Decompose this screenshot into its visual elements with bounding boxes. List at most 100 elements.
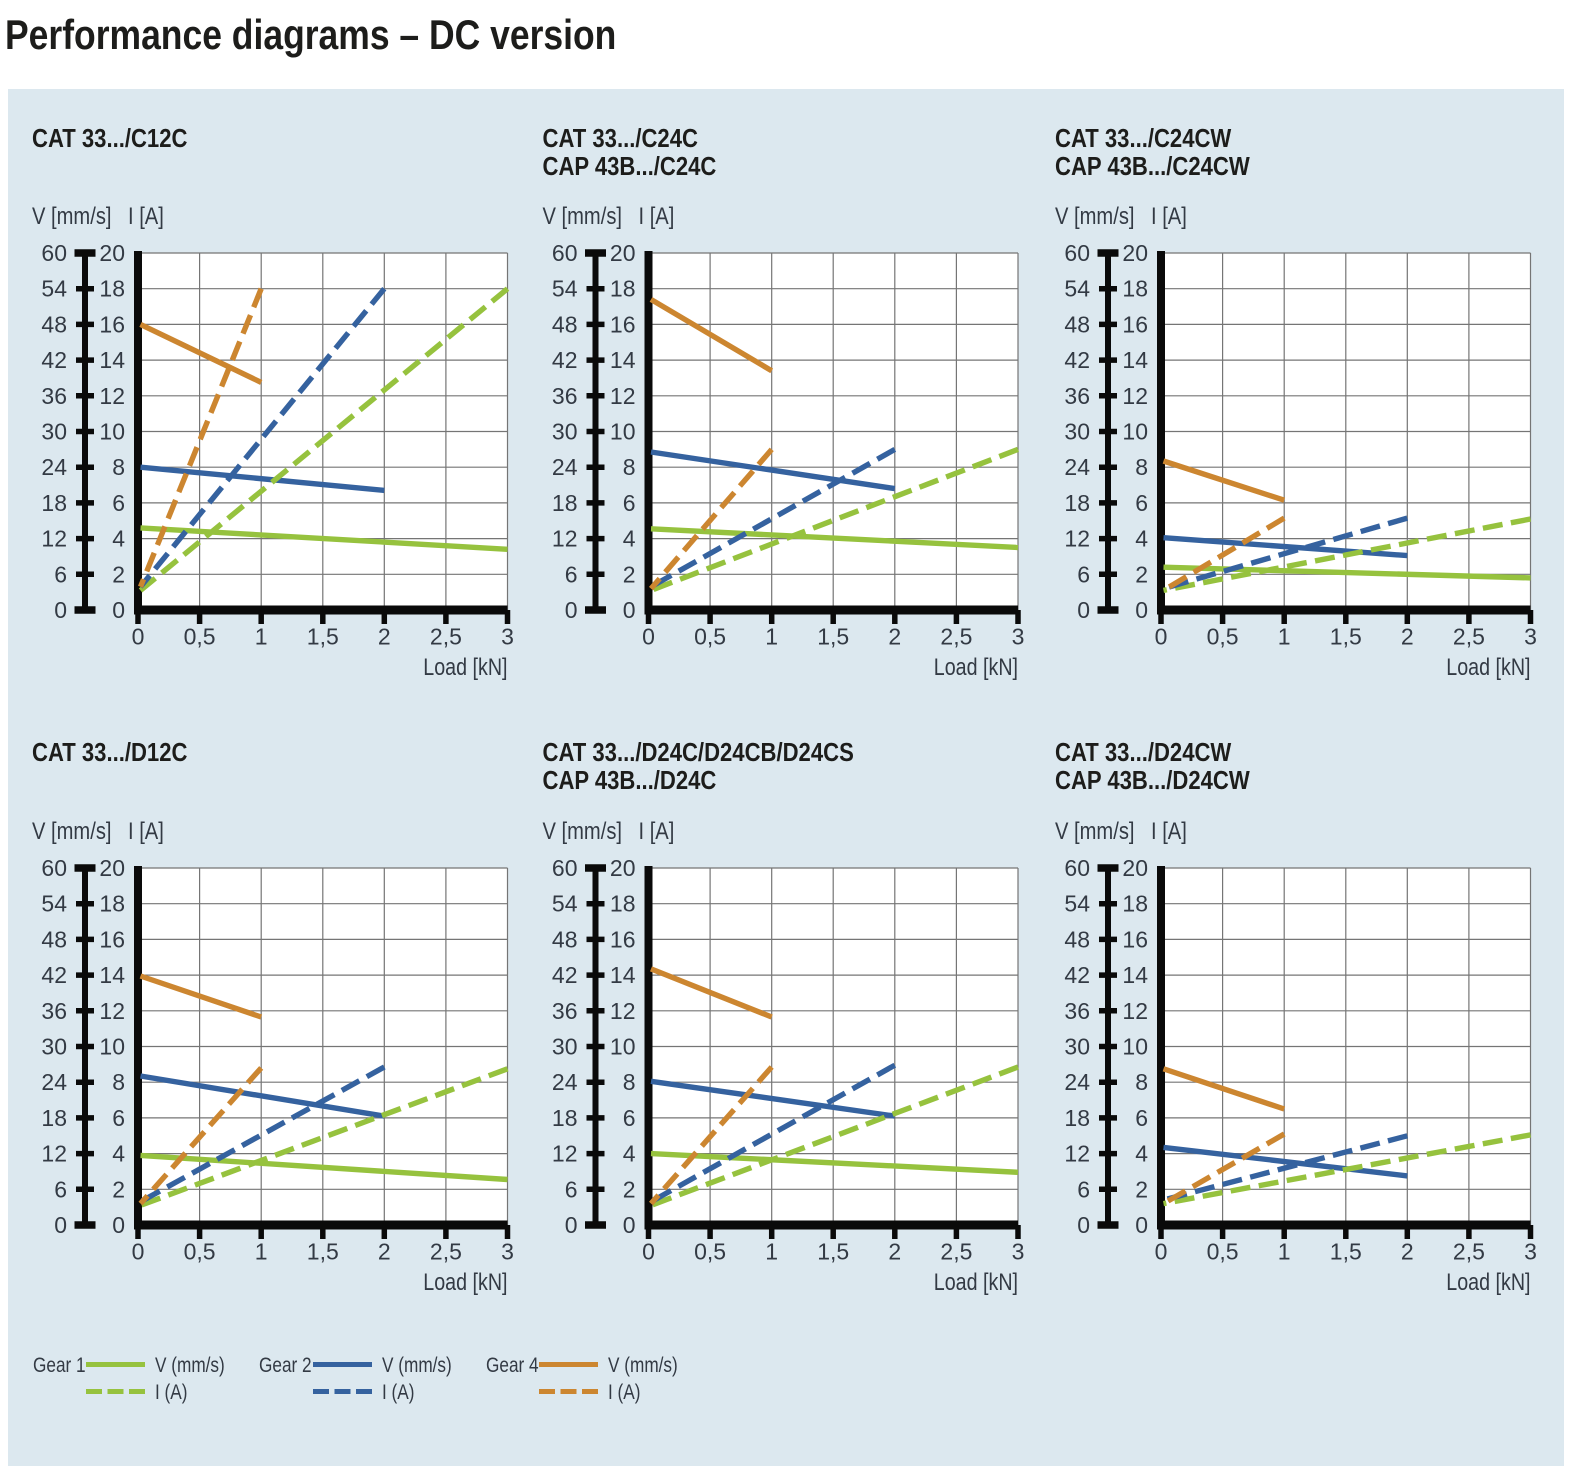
svg-text:48: 48 <box>1064 311 1090 337</box>
svg-text:18: 18 <box>610 891 636 917</box>
svg-text:0: 0 <box>1135 597 1148 623</box>
svg-text:0: 0 <box>1135 1212 1148 1238</box>
svg-text:V [mm/s]: V [mm/s] <box>543 817 623 844</box>
svg-text:60: 60 <box>1064 240 1090 266</box>
svg-text:42: 42 <box>552 347 578 373</box>
svg-text:6: 6 <box>1077 1176 1090 1202</box>
svg-text:54: 54 <box>1064 276 1090 302</box>
svg-text:54: 54 <box>41 276 67 302</box>
svg-text:54: 54 <box>552 891 578 917</box>
svg-text:30: 30 <box>1064 1034 1090 1060</box>
svg-text:18: 18 <box>41 490 67 516</box>
svg-text:1: 1 <box>255 1239 268 1265</box>
svg-text:Gear 2: Gear 2 <box>259 1355 312 1378</box>
svg-text:10: 10 <box>610 419 636 445</box>
svg-text:2: 2 <box>623 561 636 587</box>
svg-text:36: 36 <box>41 998 67 1024</box>
svg-text:10: 10 <box>99 419 125 445</box>
svg-text:10: 10 <box>99 1034 125 1060</box>
svg-text:14: 14 <box>1122 962 1148 988</box>
svg-text:4: 4 <box>1135 526 1148 552</box>
svg-text:16: 16 <box>610 311 636 337</box>
svg-text:12: 12 <box>41 526 67 552</box>
svg-text:2: 2 <box>623 1176 636 1202</box>
svg-text:0,5: 0,5 <box>1207 624 1239 650</box>
svg-text:24: 24 <box>1064 1069 1090 1095</box>
svg-text:CAT 33.../C24C: CAT 33.../C24C <box>543 124 698 153</box>
svg-text:V [mm/s]: V [mm/s] <box>32 202 112 229</box>
svg-text:20: 20 <box>99 855 125 881</box>
svg-text:0: 0 <box>132 624 145 650</box>
svg-text:60: 60 <box>41 855 67 881</box>
svg-text:60: 60 <box>552 240 578 266</box>
svg-text:0: 0 <box>112 597 125 623</box>
svg-text:8: 8 <box>623 1069 636 1095</box>
svg-text:0: 0 <box>54 597 67 623</box>
svg-text:18: 18 <box>552 1105 578 1131</box>
svg-text:I (A): I (A) <box>382 1382 415 1405</box>
svg-text:0: 0 <box>565 597 578 623</box>
svg-text:12: 12 <box>610 383 636 409</box>
svg-text:2: 2 <box>112 1176 125 1202</box>
svg-text:2: 2 <box>888 1239 901 1265</box>
svg-text:2,5: 2,5 <box>940 624 972 650</box>
svg-text:0,5: 0,5 <box>1207 1239 1239 1265</box>
svg-text:16: 16 <box>99 311 125 337</box>
svg-text:1,5: 1,5 <box>1330 624 1362 650</box>
svg-text:12: 12 <box>1064 1141 1090 1167</box>
svg-text:Load [kN]: Load [kN] <box>423 1268 507 1295</box>
svg-text:0: 0 <box>1155 624 1168 650</box>
svg-text:CAT 33.../D24CW: CAT 33.../D24CW <box>1055 738 1232 767</box>
svg-text:42: 42 <box>1064 347 1090 373</box>
svg-text:0,5: 0,5 <box>694 1239 726 1265</box>
svg-text:Load [kN]: Load [kN] <box>1446 653 1530 680</box>
svg-text:20: 20 <box>1122 855 1148 881</box>
svg-text:1: 1 <box>255 624 268 650</box>
svg-text:18: 18 <box>99 891 125 917</box>
svg-text:10: 10 <box>610 1034 636 1060</box>
svg-text:0: 0 <box>112 1212 125 1238</box>
svg-text:12: 12 <box>1064 526 1090 552</box>
svg-text:12: 12 <box>552 526 578 552</box>
svg-text:0: 0 <box>54 1212 67 1238</box>
svg-text:1,5: 1,5 <box>307 624 339 650</box>
svg-text:10: 10 <box>1122 1034 1148 1060</box>
svg-text:6: 6 <box>54 561 67 587</box>
svg-text:1: 1 <box>1278 1239 1291 1265</box>
svg-text:Load [kN]: Load [kN] <box>423 653 507 680</box>
svg-text:6: 6 <box>623 1105 636 1131</box>
svg-text:2: 2 <box>378 624 391 650</box>
svg-text:0: 0 <box>623 597 636 623</box>
svg-text:1,5: 1,5 <box>817 624 849 650</box>
svg-text:CAT 33.../C12C: CAT 33.../C12C <box>32 124 187 153</box>
svg-text:60: 60 <box>1064 855 1090 881</box>
svg-text:2,5: 2,5 <box>940 1239 972 1265</box>
svg-text:3: 3 <box>1012 1239 1025 1265</box>
svg-text:Load [kN]: Load [kN] <box>934 653 1018 680</box>
svg-text:Performance diagrams – DC vers: Performance diagrams – DC version <box>5 12 616 58</box>
svg-text:4: 4 <box>112 526 125 552</box>
svg-text:0: 0 <box>642 624 655 650</box>
svg-text:30: 30 <box>1064 419 1090 445</box>
svg-text:18: 18 <box>41 1105 67 1131</box>
svg-text:12: 12 <box>552 1141 578 1167</box>
svg-text:18: 18 <box>1122 276 1148 302</box>
svg-text:V (mm/s): V (mm/s) <box>155 1355 225 1378</box>
svg-text:30: 30 <box>41 1034 67 1060</box>
svg-text:0: 0 <box>1155 1239 1168 1265</box>
svg-text:24: 24 <box>41 454 67 480</box>
svg-text:2,5: 2,5 <box>1453 1239 1485 1265</box>
svg-text:2: 2 <box>1401 1239 1414 1265</box>
svg-text:4: 4 <box>623 526 636 552</box>
svg-text:2: 2 <box>1135 561 1148 587</box>
svg-text:3: 3 <box>501 624 514 650</box>
svg-text:6: 6 <box>112 1105 125 1131</box>
svg-text:6: 6 <box>1135 490 1148 516</box>
svg-text:1: 1 <box>1278 624 1291 650</box>
svg-text:0: 0 <box>565 1212 578 1238</box>
svg-text:18: 18 <box>610 276 636 302</box>
svg-text:I [A]: I [A] <box>639 202 675 229</box>
svg-text:20: 20 <box>610 240 636 266</box>
svg-text:12: 12 <box>99 998 125 1024</box>
svg-text:36: 36 <box>552 998 578 1024</box>
